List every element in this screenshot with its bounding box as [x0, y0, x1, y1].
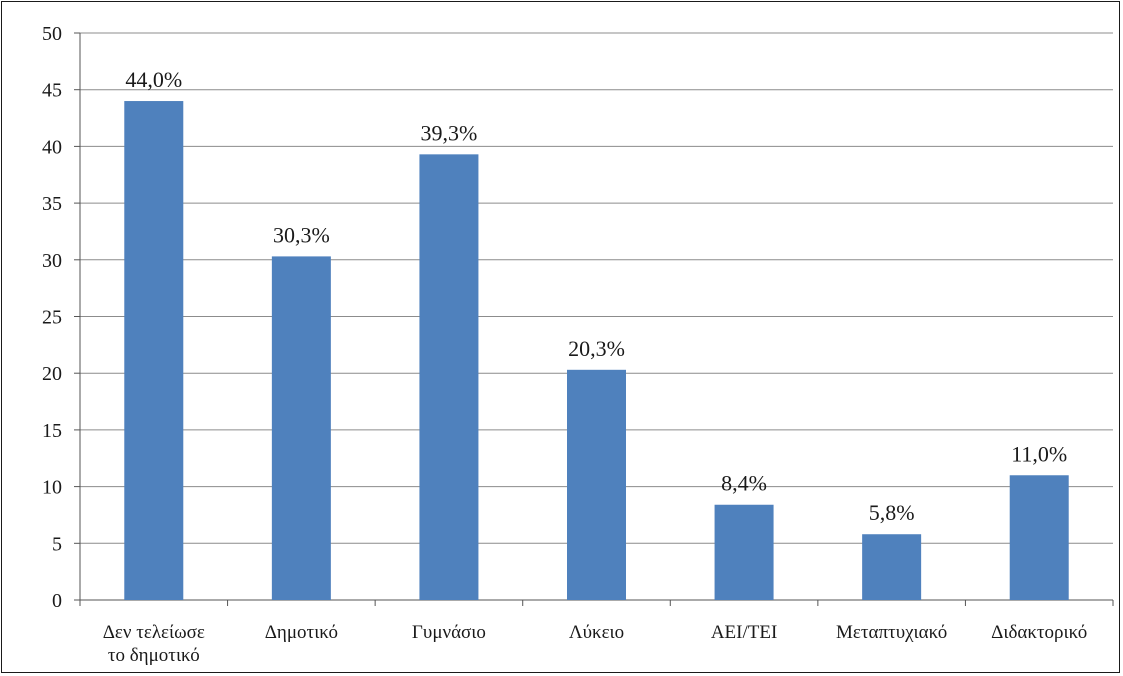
bar [567, 369, 626, 600]
data-label: 44,0% [125, 67, 182, 92]
y-tick-label: 0 [52, 590, 62, 612]
bar [862, 534, 922, 600]
y-tick-label: 20 [42, 363, 62, 385]
bar [271, 256, 331, 600]
data-label: 5,8% [869, 500, 915, 525]
y-tick-label: 50 [42, 23, 62, 45]
data-label: 39,3% [421, 120, 478, 145]
y-tick-label: 5 [52, 533, 62, 555]
y-tick-label: 35 [42, 193, 62, 215]
bar [419, 154, 479, 600]
y-tick-label: 40 [42, 136, 62, 158]
y-tick-label: 25 [42, 307, 62, 329]
x-tick-label: Γυμνάσιο [412, 622, 486, 643]
x-tick-label: ΑΕΙ/ΤΕΙ [711, 622, 777, 643]
x-tick-label: Δημοτικό [265, 622, 338, 643]
y-tick-label: 30 [42, 250, 62, 272]
x-tick-label: το δημοτικό [108, 645, 200, 666]
y-tick-label: 45 [42, 80, 62, 102]
y-tick-label: 15 [42, 420, 62, 442]
x-tick-label: Μεταπτυχιακό [836, 622, 947, 643]
data-label: 30,3% [273, 222, 330, 247]
bar [124, 101, 184, 600]
x-tick-label: Λύκειο [569, 622, 624, 643]
data-label: 11,0% [1011, 441, 1067, 466]
x-tick-label: Δεν τελείωσε [103, 622, 205, 643]
bar [1009, 475, 1069, 600]
x-tick-label: Διδακτορικό [991, 622, 1087, 643]
bar [714, 504, 774, 600]
y-tick-label: 10 [42, 477, 62, 499]
data-label: 8,4% [721, 471, 767, 496]
data-label: 20,3% [568, 336, 625, 361]
